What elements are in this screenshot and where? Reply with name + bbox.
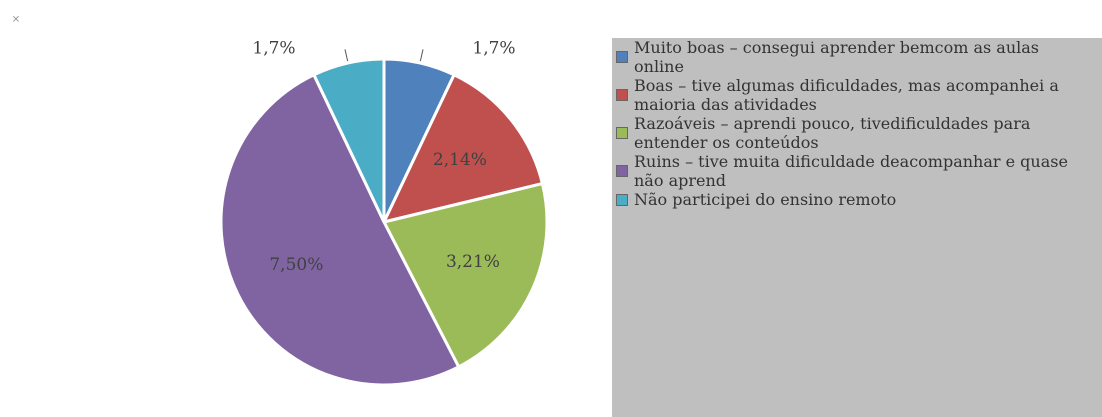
data-label: 1,7%: [472, 39, 515, 59]
corner-icon: ✕: [12, 15, 20, 26]
pie-slice: [219, 72, 461, 387]
legend-label: Ruins – tive muita dificuldade deacompan…: [634, 152, 1068, 190]
pie-slice: [381, 181, 549, 369]
legend-item: Ruins – tive muita dificuldade deacompan…: [612, 152, 1092, 190]
legend-item: Não participei do ensino remoto: [612, 190, 1092, 209]
chart: ✕ 1,7% 2,14% 3,21% 7,50% 1,7%: [12, 15, 549, 387]
legend-label: Não participei do ensino remoto: [634, 190, 897, 209]
leader-line: [344, 49, 349, 62]
legend-swatch: [616, 193, 628, 206]
legend-item: Boas – tive algumas dificuldades, mas ac…: [612, 76, 1092, 114]
legend-label: Boas – tive algumas dificuldades, mas ac…: [634, 76, 1059, 114]
legend-swatch: [616, 165, 628, 177]
legend-label: Razoáveis – aprendi pouco, tivedificulda…: [634, 114, 1031, 152]
data-label: 2,14%: [433, 150, 487, 170]
pie-slice: [381, 72, 545, 225]
leader-line: [419, 49, 424, 62]
legend-item: Muito boas – consegui aprender bemcom as…: [612, 38, 1092, 76]
legend-swatch: [616, 89, 628, 101]
legend-label: Muito boas – consegui aprender bemcom as…: [634, 38, 1040, 76]
legend-item: Razoáveis – aprendi pouco, tivedificulda…: [612, 114, 1092, 152]
legend: Muito boas – consegui aprender bemcom as…: [612, 38, 1102, 417]
data-label: 3,21%: [446, 252, 500, 272]
legend-swatch: [616, 127, 628, 139]
data-label: 1,7%: [252, 39, 295, 59]
pie-slice: [311, 57, 386, 223]
legend-swatch: [616, 51, 628, 63]
data-label: 7,50%: [269, 255, 323, 275]
